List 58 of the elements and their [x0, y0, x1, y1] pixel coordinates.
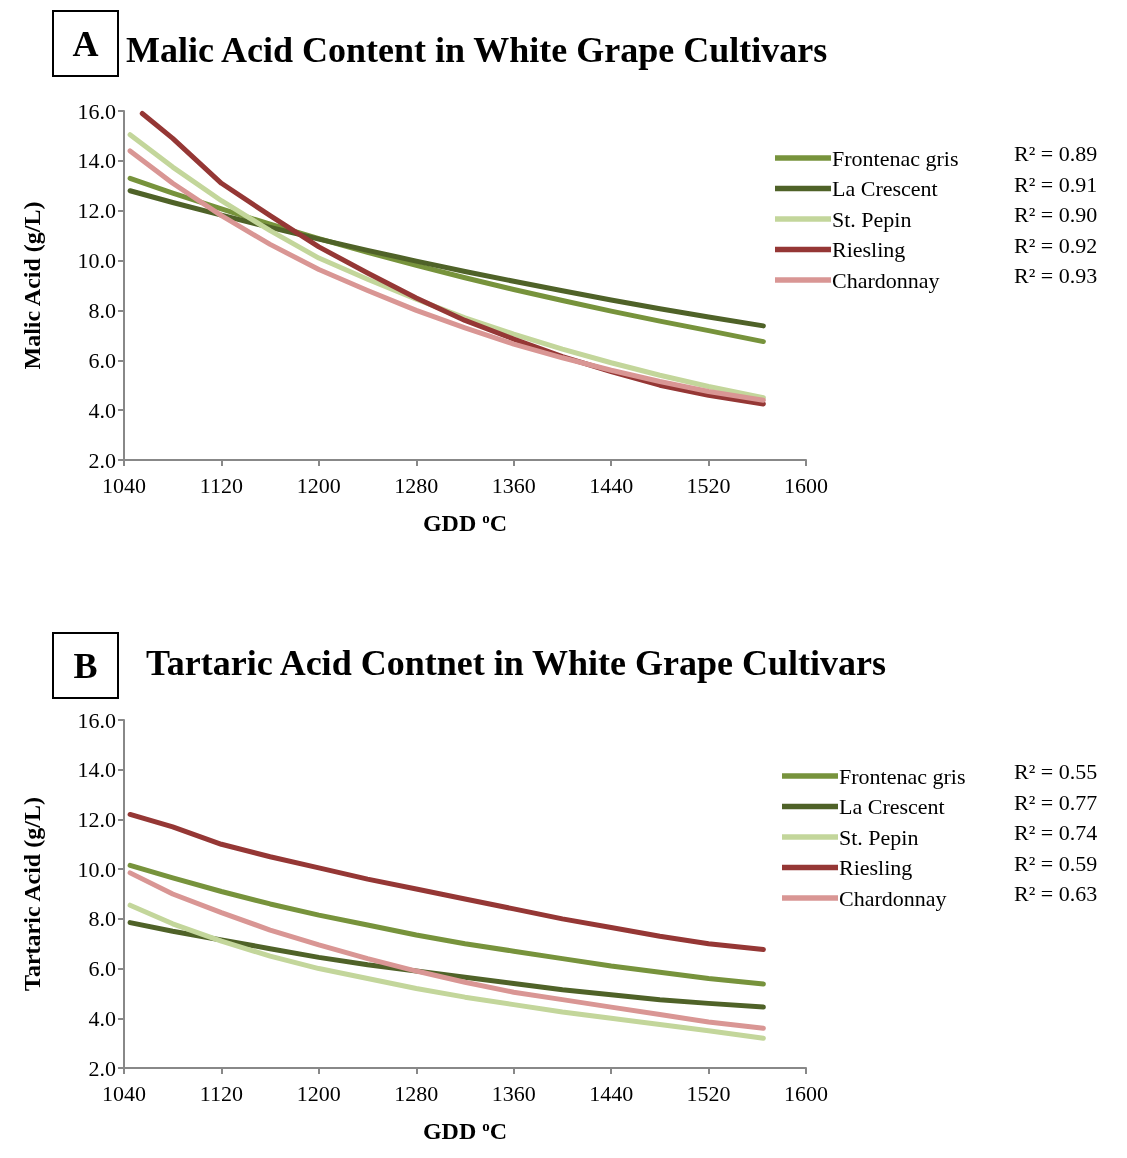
- text: A: [52, 10, 119, 77]
- y-axis-title: Malic Acid (g/L): [19, 201, 45, 370]
- y-tick-label: 16.0: [77, 98, 116, 124]
- y-tick-label: 2.0: [88, 1055, 116, 1081]
- chart-title: Malic Acid Content in White Grape Cultivars: [126, 30, 828, 70]
- legend-label: La Crescent: [839, 794, 945, 819]
- x-tick-label: 1520: [686, 472, 731, 498]
- text: R² = 0.77: [1014, 789, 1098, 815]
- y-tick-label: 10.0: [77, 248, 116, 274]
- text: R² = 0.90: [1014, 202, 1098, 227]
- text: R² = 0.63: [1014, 881, 1098, 906]
- text: R² = 0.74: [1014, 820, 1098, 845]
- x-tick-label: 1040: [102, 472, 146, 498]
- x-tick-label: 1440: [589, 472, 634, 498]
- text: R² = 0.91: [1014, 171, 1098, 197]
- text: R² = 0.93: [1014, 263, 1098, 288]
- x-tick-label: 1200: [296, 472, 341, 498]
- y-tick-label: 2.0: [88, 447, 116, 473]
- x-tick-label: 1280: [394, 472, 439, 498]
- y-tick-label: 14.0: [77, 148, 116, 174]
- legend-label: Chardonnay: [839, 885, 947, 911]
- x-tick-label: 1600: [784, 472, 828, 498]
- y-axis-title: Tartaric Acid (g/L): [19, 797, 45, 991]
- y-tick-label: 4.0: [88, 1005, 116, 1031]
- y-tick-label: 16.0: [77, 707, 116, 733]
- legend-label: La Crescent: [832, 176, 938, 201]
- x-tick-label: 1120: [199, 472, 244, 498]
- y-tick-label: 6.0: [88, 956, 116, 982]
- y-tick-label: 6.0: [88, 347, 116, 373]
- y-tick-label: 12.0: [77, 806, 116, 832]
- y-tick-label: 8.0: [88, 297, 116, 323]
- x-tick-label: 1520: [686, 1080, 731, 1106]
- y-tick-label: 12.0: [77, 198, 116, 224]
- legend-label: St. Pepin: [832, 206, 912, 232]
- y-tick-label: 4.0: [88, 397, 116, 423]
- legend-label: Riesling: [832, 237, 906, 262]
- x-tick-label: 1120: [199, 1080, 244, 1106]
- text: R² = 0.55: [1014, 759, 1098, 784]
- y-tick-label: 14.0: [77, 757, 116, 783]
- legend-label: St. Pepin: [839, 824, 919, 850]
- text: B: [52, 632, 119, 699]
- text: R² = 0.59: [1014, 850, 1098, 876]
- text: R² = 0.92: [1014, 232, 1098, 258]
- legend-label: Frontenac gris: [839, 763, 966, 789]
- x-tick-label: 1360: [491, 1080, 536, 1106]
- legend-label: Riesling: [839, 855, 913, 880]
- y-tick-label: 8.0: [88, 906, 116, 932]
- x-tick-label: 1360: [491, 472, 536, 498]
- x-tick-label: 1040: [102, 1080, 146, 1106]
- y-tick-label: 10.0: [77, 856, 116, 882]
- legend-label: Frontenac gris: [832, 145, 959, 171]
- x-tick-label: 1280: [394, 1080, 439, 1106]
- x-tick-label: 1600: [784, 1080, 828, 1106]
- x-tick-label: 1200: [296, 1080, 341, 1106]
- text: R² = 0.89: [1014, 141, 1098, 166]
- x-tick-label: 1440: [589, 1080, 634, 1106]
- chart-title: Tartaric Acid Contnet in White Grape Cultivars: [146, 643, 886, 683]
- legend-label: Chardonnay: [832, 267, 940, 293]
